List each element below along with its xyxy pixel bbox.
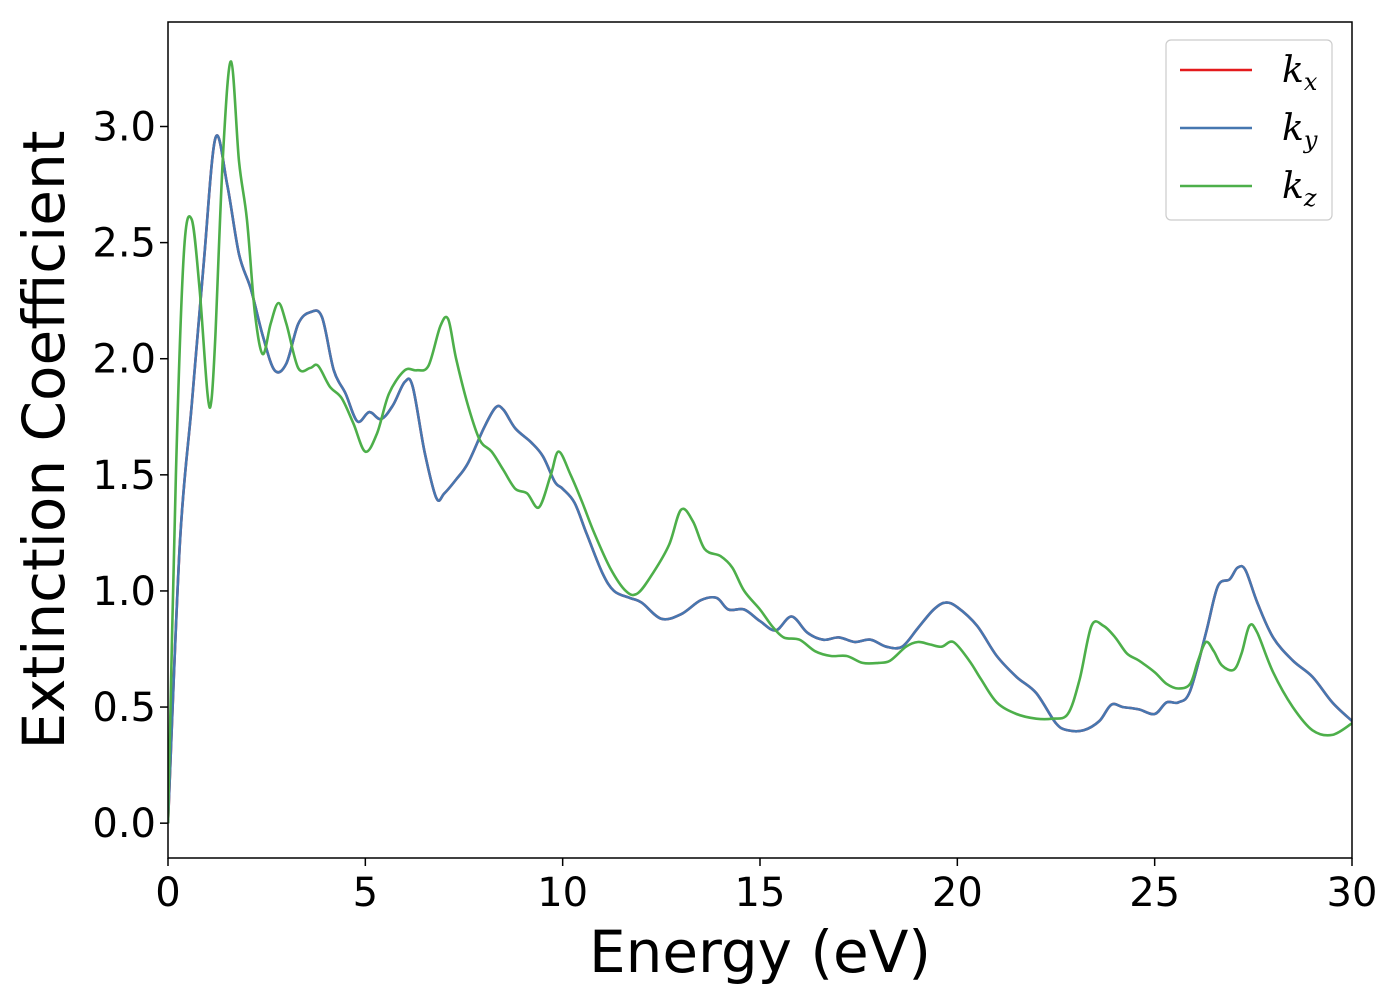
y-tick-label: 3.0 — [92, 105, 156, 151]
x-tick-label: 25 — [1129, 870, 1180, 916]
x-tick-label: 30 — [1327, 870, 1378, 916]
x-tick-label: 15 — [735, 870, 786, 916]
series-line-ky — [168, 134, 1352, 824]
series-line-kz — [168, 60, 1352, 824]
y-tick-label: 0.0 — [92, 801, 156, 847]
y-tick-label: 1.0 — [92, 569, 156, 615]
legend: kx ky kz — [1165, 39, 1333, 221]
plot-lines — [168, 60, 1352, 824]
x-tick-label: 20 — [932, 870, 983, 916]
y-tick-label: 2.5 — [92, 221, 156, 267]
legend-label: ky — [1282, 108, 1318, 154]
legend-label: kz — [1282, 166, 1317, 212]
y-tick-label: 1.5 — [92, 453, 156, 499]
legend-label: kx — [1282, 50, 1318, 96]
x-axis-ticks: 0 5 10 15 20 25 30 — [155, 858, 1377, 916]
x-tick-label: 10 — [537, 870, 588, 916]
x-axis-title: Energy (eV) — [589, 918, 931, 986]
y-axis-title: Extinction Coefficient — [10, 131, 78, 750]
y-tick-label: 0.5 — [92, 685, 156, 731]
legend-box — [1165, 39, 1333, 221]
x-tick-label: 0 — [155, 870, 180, 916]
series-line-kx — [168, 134, 1352, 824]
y-axis-ticks: 0.0 0.5 1.0 1.5 2.0 2.5 3.0 — [92, 105, 168, 847]
x-tick-label: 5 — [353, 870, 378, 916]
y-tick-label: 2.0 — [92, 337, 156, 383]
